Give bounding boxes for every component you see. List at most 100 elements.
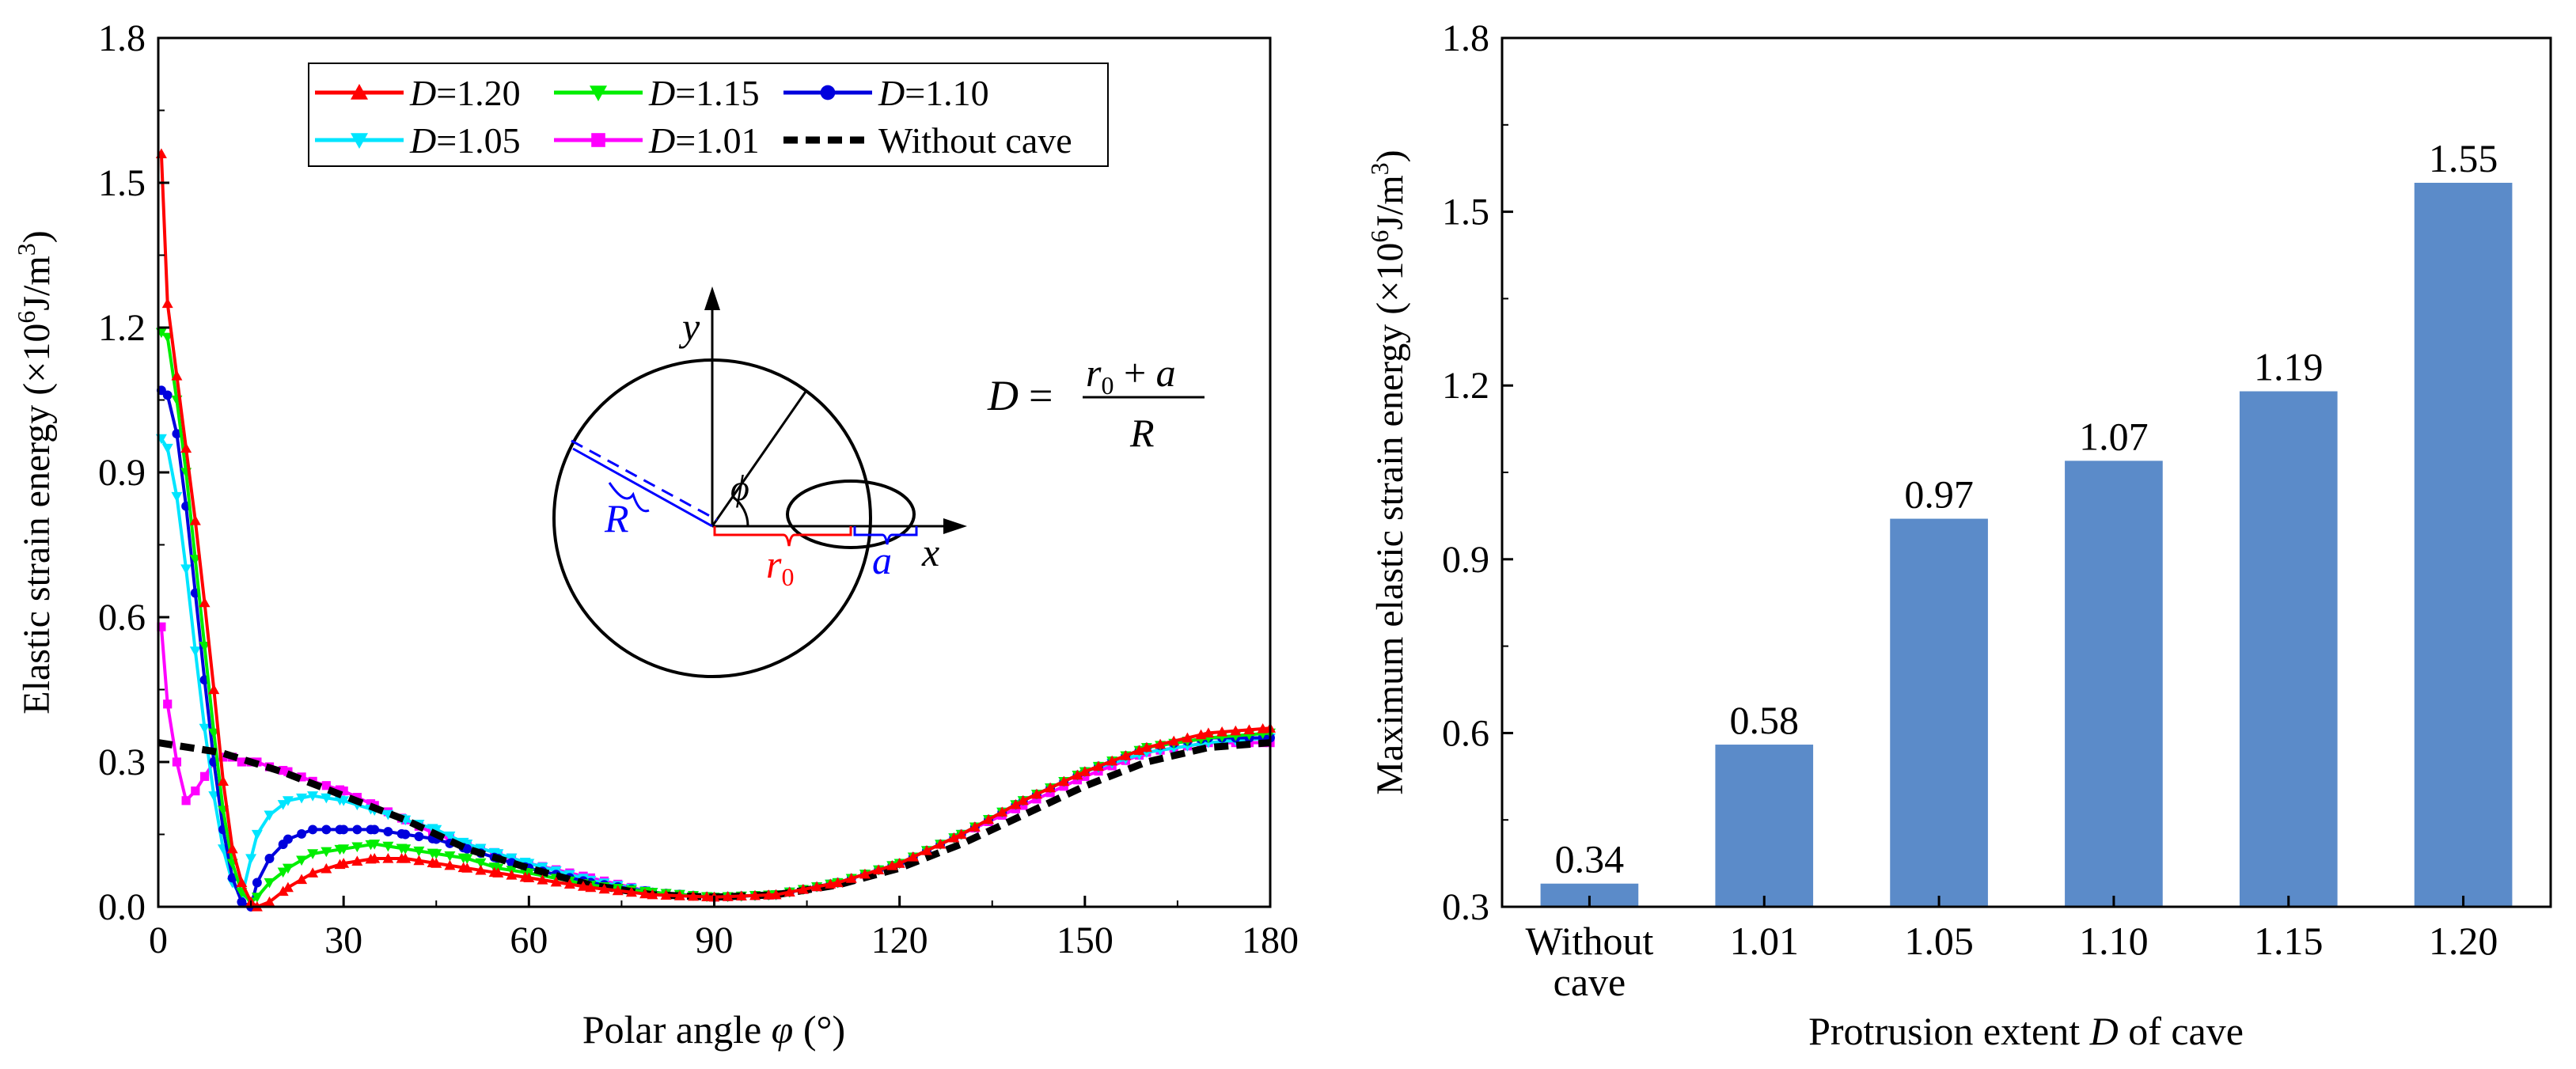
series-point-d120 — [413, 855, 425, 866]
series-point-d120 — [763, 889, 775, 900]
series-point-d120 — [625, 886, 637, 897]
right-y-tick-label: 0.3 — [1442, 886, 1489, 928]
right-y-tick-label: 1.2 — [1442, 365, 1489, 407]
left-y-tick-label: 0.6 — [98, 597, 146, 639]
series-point-d101 — [191, 787, 200, 796]
series-point-d120 — [687, 890, 699, 901]
legend-marker-d120 — [351, 84, 368, 100]
legend-d-symbol: D — [409, 120, 436, 161]
series-point-d101 — [172, 757, 182, 767]
right-y-tick-label: 0.9 — [1442, 539, 1489, 581]
series-point-d120 — [171, 370, 183, 381]
inset-R-dashed-line — [571, 439, 718, 521]
series-point-d105 — [277, 800, 289, 810]
bar-value-label: 0.34 — [1555, 837, 1625, 881]
series-point-d120 — [1140, 741, 1152, 752]
inset-R-label: R — [604, 496, 629, 540]
series-point-d101 — [321, 781, 331, 790]
series-point-d115 — [277, 867, 289, 878]
left-y-tick-label: 0.9 — [98, 452, 146, 494]
left-x-tick-label: 60 — [510, 919, 548, 961]
right-x-tick-label: 1.15 — [2254, 919, 2324, 963]
series-point-d120 — [1079, 766, 1091, 776]
series-point-d105 — [382, 809, 394, 821]
left-plot-frame — [157, 36, 1272, 908]
right-x-tick-label: Without — [1525, 919, 1653, 963]
formula-num-plus: + — [1113, 351, 1155, 395]
series-point-d120 — [647, 889, 658, 900]
series-point-d120 — [1093, 760, 1105, 771]
inset-r-sub-label: 0 — [781, 563, 794, 591]
left-axis-ticks: 0 30 60 90 120 150 180 0.0 0.3 0.6 0.9 1.2 1.5 1.8 — [98, 17, 1299, 961]
series-point-d120 — [282, 881, 294, 893]
series-point-d120 — [506, 869, 518, 880]
series-point-d120 — [1257, 723, 1269, 734]
series-point-d110 — [252, 878, 262, 888]
bar — [1890, 518, 1988, 907]
series-point-d115 — [282, 863, 294, 874]
series-point-d105 — [180, 564, 192, 574]
series-point-d120 — [226, 843, 238, 854]
right-y-axis-label: Maximum elastic strain energy (×106J/m3) — [1365, 150, 1411, 794]
legend-value: =1.01 — [675, 120, 759, 161]
formula-equals: = — [1029, 372, 1053, 419]
legend-marker-d101 — [591, 133, 605, 147]
legend-label-d120: D=1.20 — [409, 73, 521, 113]
inset-phi-arc — [732, 495, 749, 527]
legend-item-d101: D=1.01 — [554, 120, 760, 161]
series-point-d120 — [537, 874, 548, 885]
inset-phi-label: ϕ — [730, 468, 749, 508]
left-y-tick-label: 0.0 — [98, 886, 146, 928]
series-d115 — [155, 328, 1276, 908]
series-point-d110 — [283, 834, 293, 844]
left-x-tick-label: 90 — [696, 919, 734, 961]
left-y-axis-label: Elastic strain energy (×106J/m3) — [12, 230, 58, 714]
right-ylabel-close: ) — [1369, 150, 1411, 162]
series-point-d120 — [444, 859, 456, 870]
series-point-d120 — [948, 832, 960, 843]
bar-value-label: 0.97 — [1904, 472, 1974, 517]
series-point-d115 — [444, 851, 456, 862]
inset-a-brace-icon — [853, 526, 918, 545]
inset-r0-label: r0 — [766, 542, 794, 591]
right-x-axis-label: Protrusion extent D of cave — [1808, 1009, 2244, 1053]
series-point-d105 — [296, 793, 308, 804]
series-point-d120 — [735, 890, 747, 901]
right-ylabel-sup: 6 — [1365, 230, 1394, 243]
series-point-d105 — [264, 810, 275, 821]
series-point-d120 — [199, 597, 211, 608]
legend-marker-d115 — [590, 85, 607, 101]
series-point-d110 — [264, 854, 275, 863]
series-point-d120 — [351, 855, 363, 866]
series-point-d110 — [308, 824, 318, 835]
series-point-d110 — [162, 390, 173, 400]
series-point-d115 — [369, 840, 381, 850]
series-point-d120 — [236, 877, 248, 888]
series-point-d120 — [563, 878, 575, 889]
bar — [2414, 183, 2513, 907]
series-point-d110 — [172, 429, 182, 439]
right-plot-frame — [1500, 36, 2552, 908]
series-point-d105 — [282, 796, 294, 806]
series-point-d120 — [180, 442, 192, 453]
series-point-d120 — [1243, 724, 1255, 734]
series-point-d115 — [461, 854, 473, 864]
series-point-d101 — [218, 752, 228, 762]
series-point-d120 — [523, 872, 535, 882]
series-point-d120 — [873, 864, 885, 874]
series-point-d120 — [1155, 738, 1167, 749]
series-point-d120 — [1106, 755, 1118, 766]
legend-item-d115: D=1.15 — [554, 73, 760, 113]
series-point-d120 — [811, 881, 823, 892]
inset-R-brace-icon — [608, 482, 650, 513]
formula-num-r: r — [1086, 351, 1102, 395]
bar — [1715, 745, 1814, 907]
bar — [2065, 461, 2163, 907]
series-point-d110 — [352, 824, 362, 835]
series-point-d120 — [955, 828, 967, 840]
left-ylabel-sup2: 3 — [12, 243, 40, 256]
legend-marker-d110 — [820, 85, 836, 100]
series-point-d101 — [163, 699, 173, 709]
